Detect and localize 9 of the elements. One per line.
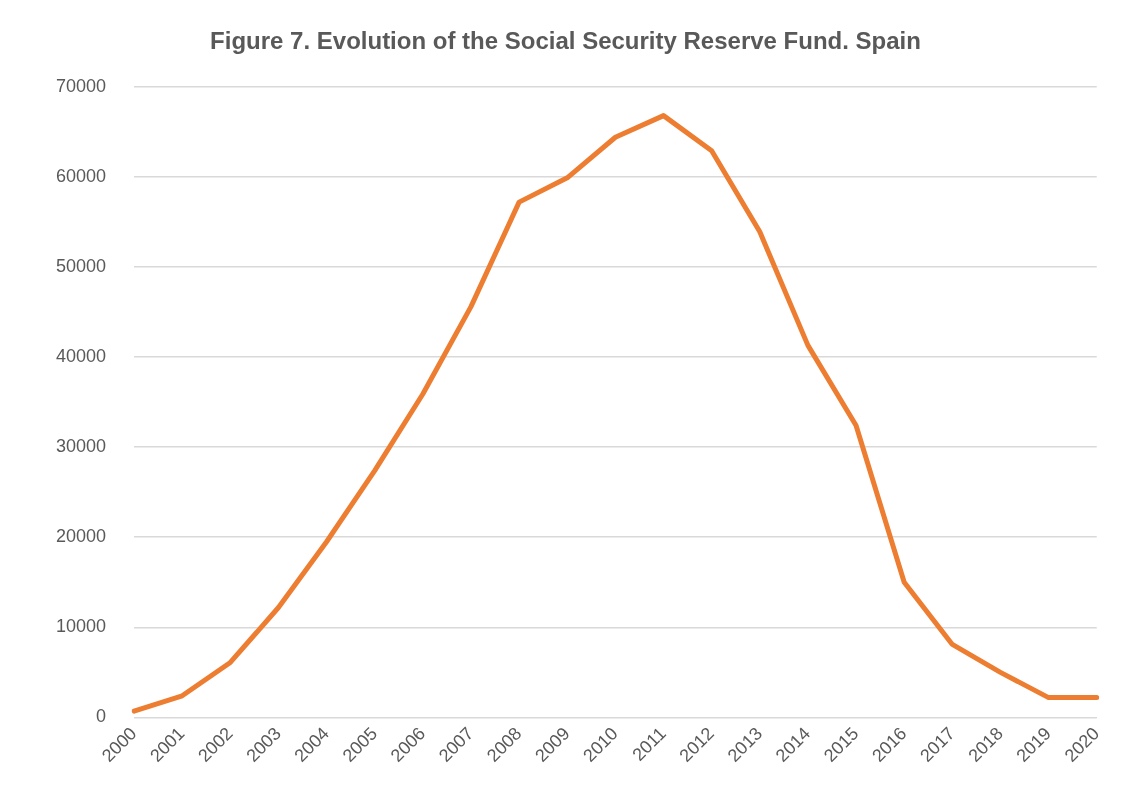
y-tick-label: 20000 (55, 526, 107, 547)
chart-title: Figure 7. Evolution of the Social Security Reserve Fund. Spain (210, 27, 921, 55)
y-tick-label: 60000 (55, 165, 107, 186)
y-tick-label: 10000 (55, 616, 107, 637)
y-tick-label: 70000 (55, 75, 107, 96)
y-tick-label: 40000 (55, 346, 107, 367)
y-tick-label: 50000 (55, 255, 107, 276)
y-tick-label: 30000 (55, 436, 107, 457)
y-tick-label: 0 (96, 706, 107, 727)
